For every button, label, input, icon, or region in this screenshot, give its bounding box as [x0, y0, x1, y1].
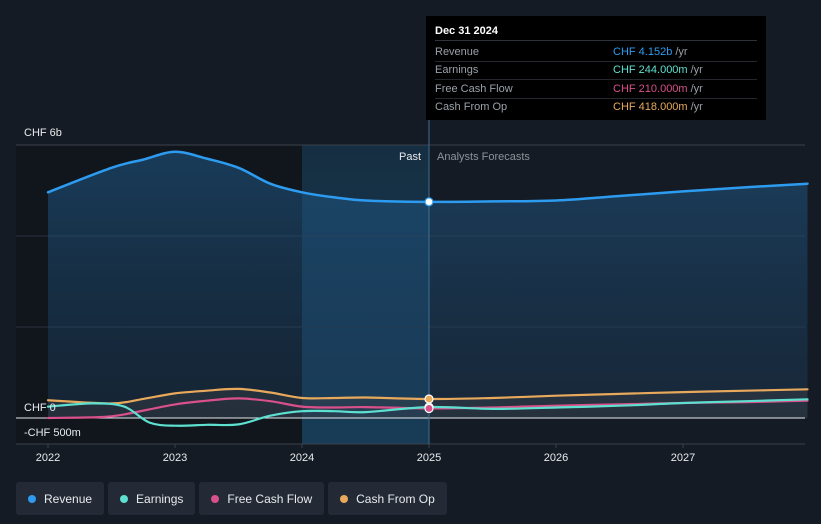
forecast-label: Analysts Forecasts — [437, 151, 530, 163]
x-tick-label: 2027 — [671, 452, 695, 464]
legend-cash-from-op[interactable]: Cash From Op — [328, 482, 447, 515]
tooltip-value: CHF 418.000m — [613, 101, 688, 114]
financial-chart: CHF 6b CHF 0 -CHF 500m Past Analysts Forecas… — [16, 120, 809, 464]
past-label: Past — [399, 151, 421, 163]
legend-dot-icon — [211, 494, 220, 503]
marker-revenue — [424, 197, 434, 207]
tooltip-value: CHF 244.000m — [613, 64, 688, 77]
legend-label: Cash From Op — [356, 491, 435, 506]
legend-dot-icon — [28, 494, 36, 503]
data-tooltip: Dec 31 2024 Revenue CHF 4.152b /yr Earni… — [426, 16, 766, 120]
x-tick-label: 2024 — [290, 452, 314, 464]
x-tick-label: 2023 — [163, 452, 187, 464]
series-line-revenue — [46, 150, 809, 204]
legend-label: Earnings — [136, 491, 184, 506]
tooltip-row-earnings: Earnings CHF 244.000m /yr — [435, 62, 757, 80]
tooltip-unit: /yr — [690, 82, 703, 95]
y-label-bottom: -CHF 500m — [24, 427, 81, 439]
series-line-earnings — [46, 398, 809, 427]
legend-label: Free Cash Flow — [227, 491, 313, 506]
chart-legend: Revenue Earnings Free Cash Flow Cash Fro… — [16, 482, 447, 515]
tooltip-unit: /yr — [690, 64, 703, 77]
tooltip-label: Free Cash Flow — [435, 82, 513, 95]
tooltip-date: Dec 31 2024 — [435, 24, 757, 41]
legend-free-cash-flow[interactable]: Free Cash Flow — [199, 482, 325, 515]
tooltip-unit: /yr — [690, 101, 703, 114]
revenue-area — [48, 151, 808, 419]
tooltip-unit: /yr — [675, 45, 688, 58]
x-tick-label: 2022 — [36, 452, 60, 464]
legend-dot-icon — [120, 494, 129, 503]
series-line-cash-from-op — [46, 387, 809, 405]
y-label-top: CHF 6b — [24, 127, 62, 139]
x-tick-label: 2025 — [417, 452, 441, 464]
marker-cash-from-op — [424, 394, 434, 404]
tooltip-row-free-cash-flow: Free Cash Flow CHF 210.000m /yr — [435, 80, 757, 99]
tooltip-value: CHF 4.152b — [613, 45, 673, 58]
tooltip-label: Earnings — [435, 64, 479, 77]
tooltip-row-revenue: Revenue CHF 4.152b /yr — [435, 43, 757, 62]
tooltip-label: Revenue — [435, 45, 480, 58]
legend-dot-icon — [340, 494, 349, 503]
y-label-zero: CHF 0 — [24, 402, 56, 414]
tooltip-row-cash-from-op: Cash From Op CHF 418.000m /yr — [435, 99, 757, 117]
legend-label: Revenue — [44, 491, 93, 506]
tooltip-value: CHF 210.000m — [613, 82, 688, 95]
legend-earnings[interactable]: Earnings — [108, 482, 196, 515]
x-tick-label: 2026 — [544, 452, 568, 464]
marker-free-cash-flow — [424, 403, 434, 414]
legend-revenue[interactable]: Revenue — [16, 482, 105, 515]
tooltip-label: Cash From Op — [435, 101, 508, 114]
